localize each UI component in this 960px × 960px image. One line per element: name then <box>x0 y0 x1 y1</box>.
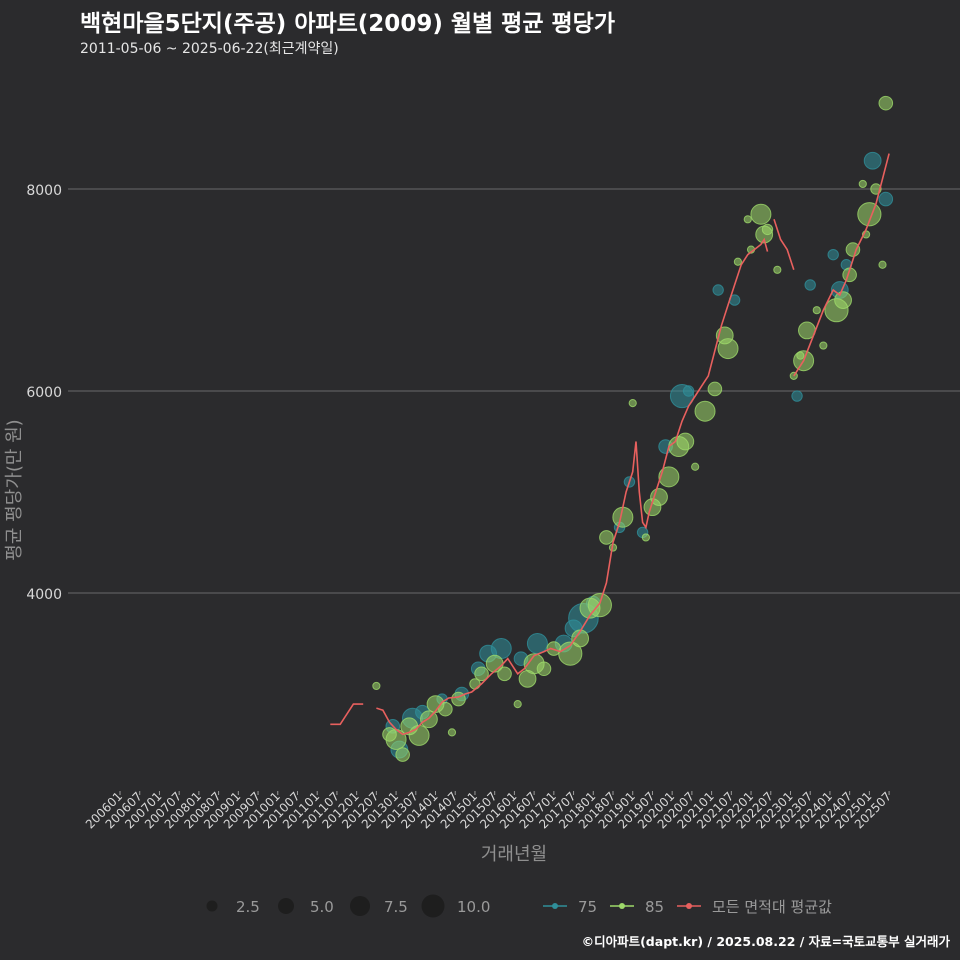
legend: 2.5 5.0 7.5 10.0 75 85 모든 면적대 평균값 <box>206 894 832 918</box>
average-line-segment <box>330 703 364 726</box>
size-legend-circle <box>350 896 370 916</box>
data-point-85 <box>878 260 887 269</box>
legend-label: 85 <box>645 898 664 916</box>
data-point-85 <box>717 338 739 360</box>
data-point-85 <box>691 462 700 471</box>
data-point-85 <box>858 179 867 189</box>
y-tick-label: 6000 <box>26 385 62 401</box>
average-line-segment <box>793 153 890 377</box>
data-point-85 <box>773 265 782 274</box>
data-point-85 <box>420 710 438 729</box>
chart-subtitle: 2011-05-06 ~ 2025-06-22(최근계약일) <box>80 41 339 57</box>
x-tick-labels: 2006012006072007012007072008012008072009… <box>83 789 894 831</box>
y-tick-labels: 4000 6000 8000 <box>26 183 62 603</box>
size-legend-label: 2.5 <box>236 898 260 916</box>
data-point-75 <box>863 151 882 170</box>
data-point-75 <box>878 191 894 207</box>
legend-label: 75 <box>578 898 597 916</box>
data-point-85 <box>395 747 410 762</box>
data-point-85 <box>857 202 882 227</box>
size-legend-circle <box>206 900 218 912</box>
data-point-85 <box>497 666 512 682</box>
size-legend-circle <box>278 898 294 914</box>
data-point-75 <box>791 390 803 402</box>
size-legend-label: 5.0 <box>310 898 334 916</box>
legend-dot <box>619 903 625 909</box>
size-legend-label: 7.5 <box>384 898 408 916</box>
data-point-85 <box>707 381 723 397</box>
data-point-85 <box>599 530 614 545</box>
legend-dot <box>552 903 558 909</box>
source-caption: ©디아파트(dapt.kr) / 2025.08.22 / 자료=국토교통부 실… <box>581 934 950 949</box>
legend-dot <box>686 903 692 909</box>
data-point-85 <box>536 661 552 677</box>
size-legend-circle <box>421 894 445 918</box>
data-point-85 <box>658 466 680 488</box>
data-point-85 <box>694 400 716 422</box>
data-point-85 <box>558 641 583 666</box>
data-point-85 <box>743 215 752 224</box>
average-line <box>330 153 890 736</box>
data-point-75 <box>526 633 548 654</box>
data-point-75 <box>712 284 724 296</box>
size-legend-label: 10.0 <box>457 898 490 916</box>
data-point-85 <box>438 701 453 717</box>
data-point-85 <box>474 666 489 682</box>
average-line-segment <box>376 237 769 736</box>
data-points <box>372 95 894 762</box>
data-point-85 <box>733 257 742 266</box>
data-point-85 <box>447 728 457 737</box>
data-point-85 <box>750 203 772 225</box>
x-axis-label: 거래년월 <box>481 844 547 865</box>
data-point-75 <box>827 248 839 261</box>
data-point-75 <box>682 385 695 397</box>
data-point-85 <box>641 533 650 542</box>
data-point-85 <box>834 291 852 310</box>
data-point-85 <box>408 724 430 746</box>
data-point-85 <box>513 700 522 709</box>
data-point-85 <box>845 242 861 257</box>
chart-title: 백현마을5단지(주공) 아파트(2009) 월별 평균 평당가 <box>80 11 615 37</box>
legend-label: 모든 면적대 평균값 <box>712 898 832 916</box>
y-tick-label: 4000 <box>26 587 62 603</box>
data-point-85 <box>650 488 668 506</box>
data-point-85 <box>372 681 381 691</box>
grid-lines <box>68 188 960 594</box>
y-tick-label: 8000 <box>26 183 62 199</box>
average-line-segment <box>773 219 795 271</box>
data-point-85 <box>676 432 695 451</box>
data-point-85 <box>628 399 637 408</box>
data-point-75 <box>804 279 816 291</box>
y-axis-label: 평균 평당가(만 원) <box>4 419 25 560</box>
data-point-85 <box>878 95 894 111</box>
data-point-85 <box>761 223 774 236</box>
data-point-85 <box>812 306 821 315</box>
data-point-85 <box>819 341 828 350</box>
